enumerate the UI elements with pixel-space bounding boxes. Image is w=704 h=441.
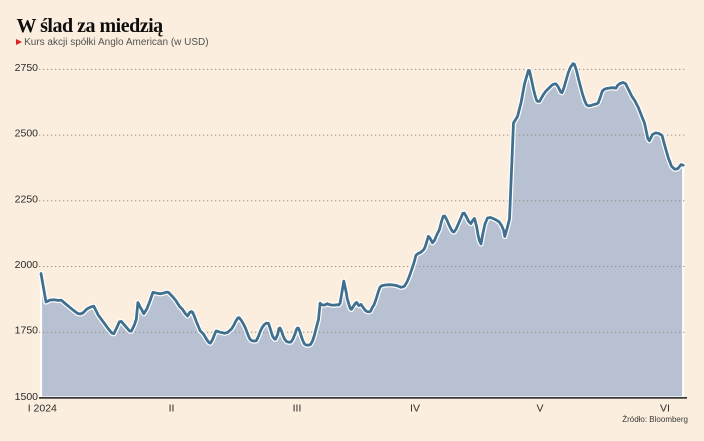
svg-text:2250: 2250 xyxy=(15,193,39,205)
svg-text:VI: VI xyxy=(660,403,670,415)
svg-text:II: II xyxy=(169,403,175,415)
svg-text:2750: 2750 xyxy=(15,62,39,74)
svg-text:I 2024: I 2024 xyxy=(28,403,57,415)
svg-text:2500: 2500 xyxy=(15,128,39,140)
svg-text:1750: 1750 xyxy=(15,325,39,337)
svg-text:2000: 2000 xyxy=(15,259,39,271)
svg-text:V: V xyxy=(536,403,543,415)
svg-text:IV: IV xyxy=(410,403,420,415)
svg-text:Źródło: Bloomberg: Źródło: Bloomberg xyxy=(622,415,688,424)
svg-text:III: III xyxy=(293,403,302,415)
svg-text:1500: 1500 xyxy=(15,391,39,403)
